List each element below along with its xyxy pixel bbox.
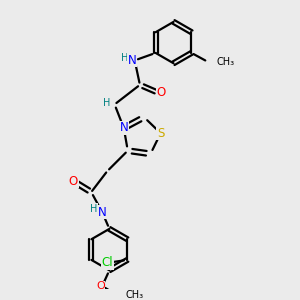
Text: CH₃: CH₃ [125, 290, 143, 300]
Text: H: H [103, 98, 110, 108]
Text: H: H [90, 204, 98, 214]
Text: N: N [119, 122, 128, 134]
Text: N: N [128, 54, 137, 67]
Text: CH₃: CH₃ [217, 57, 235, 67]
Text: H: H [121, 52, 129, 62]
Text: O: O [69, 175, 78, 188]
Text: O: O [96, 281, 105, 291]
Text: S: S [157, 127, 164, 140]
Text: N: N [98, 206, 106, 219]
Text: Cl: Cl [101, 256, 113, 269]
Text: O: O [156, 86, 166, 99]
